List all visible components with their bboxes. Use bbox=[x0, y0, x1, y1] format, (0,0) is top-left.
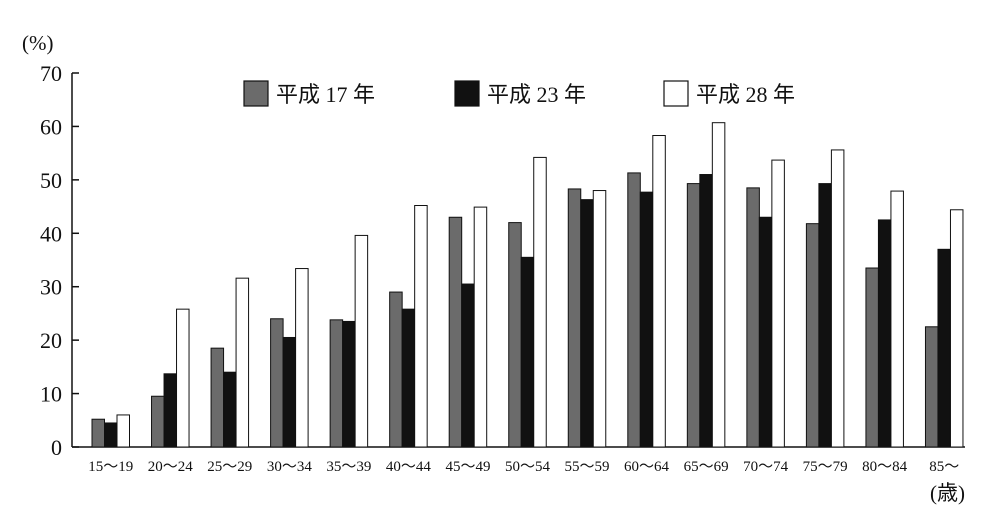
bar-2-6 bbox=[401, 308, 416, 448]
bar-3-10 bbox=[652, 135, 666, 448]
y-tick-label: 20 bbox=[40, 328, 62, 353]
x-category-label: 20～24 bbox=[148, 459, 194, 475]
bar-1-3 bbox=[210, 347, 225, 448]
bar-1-8 bbox=[508, 222, 522, 448]
bar-1-14 bbox=[865, 267, 879, 448]
x-category-label: 15～19 bbox=[88, 459, 133, 475]
bar-2-4 bbox=[282, 336, 297, 448]
x-category-label: 25～29 bbox=[207, 459, 252, 475]
bar-3-12 bbox=[771, 159, 785, 448]
bar-2-11 bbox=[699, 174, 713, 448]
bar-2-13 bbox=[818, 183, 832, 448]
y-tick-label: 0 bbox=[51, 435, 62, 460]
bar-3-4 bbox=[295, 268, 309, 448]
bar-3-6 bbox=[414, 205, 428, 448]
bar-1-13 bbox=[805, 223, 820, 448]
bar-2-10 bbox=[639, 191, 654, 448]
y-tick-label: 30 bbox=[40, 275, 62, 300]
y-tick-label: 50 bbox=[40, 168, 62, 193]
bar-2-9 bbox=[580, 199, 594, 448]
bar-1-6 bbox=[389, 291, 403, 448]
x-categories: 15～19 20～24 25～29 30～34 35～39 40～44 45～49 50～54… bbox=[88, 459, 959, 475]
y-tick-label: 40 bbox=[40, 221, 62, 246]
bar-3-3 bbox=[235, 277, 250, 448]
legend: 平成 17 年 平成 23 年 平成 28 年 bbox=[243, 80, 795, 107]
y-tick-label: 10 bbox=[40, 382, 62, 407]
bar-1-7 bbox=[448, 216, 463, 448]
x-category-label: 80～84 bbox=[862, 459, 908, 475]
legend-swatch bbox=[663, 80, 689, 107]
bar-3-15 bbox=[949, 209, 964, 448]
legend-label: 平成 17 年 bbox=[276, 82, 375, 107]
bar-3-2 bbox=[176, 308, 190, 448]
bar-3-8 bbox=[533, 156, 547, 448]
x-category-label: 35～39 bbox=[326, 459, 371, 475]
bar-2-15 bbox=[937, 248, 951, 448]
bar-2-1 bbox=[104, 422, 118, 448]
y-tick-label: 60 bbox=[40, 114, 62, 139]
bar-1-5 bbox=[329, 319, 344, 448]
bar-1-9 bbox=[567, 188, 582, 448]
bar-1-11 bbox=[686, 183, 701, 448]
bar-1-15 bbox=[924, 326, 939, 448]
x-category-label: 75～79 bbox=[803, 459, 848, 475]
x-category-label: 50～54 bbox=[505, 459, 551, 475]
bar-3-13 bbox=[830, 149, 845, 448]
bar-3-9 bbox=[592, 190, 607, 448]
bar-2-7 bbox=[461, 283, 475, 448]
bar-3-14 bbox=[890, 190, 904, 448]
x-category-label: 85～ bbox=[929, 459, 959, 475]
bar-2-5 bbox=[342, 320, 356, 448]
bar-2-14 bbox=[877, 219, 892, 448]
legend-swatch bbox=[243, 80, 269, 107]
x-category-label: 40～44 bbox=[386, 459, 432, 475]
bar-1-10 bbox=[627, 172, 641, 448]
x-category-label: 45～49 bbox=[445, 459, 490, 475]
bar-2-3 bbox=[223, 371, 237, 448]
x-category-label: 55～59 bbox=[565, 459, 610, 475]
y-tick-label: 70 bbox=[40, 61, 62, 86]
bar-1-4 bbox=[270, 318, 284, 448]
legend-swatch bbox=[454, 80, 480, 107]
bar-2-2 bbox=[163, 373, 178, 448]
bar-2-12 bbox=[758, 216, 773, 448]
bar-3-1 bbox=[116, 414, 130, 448]
y-ticks: 0 10 20 30 40 50 60 70 bbox=[40, 61, 79, 460]
bar-1-1 bbox=[91, 418, 105, 448]
bar-3-11 bbox=[711, 122, 726, 448]
x-category-label: 60～64 bbox=[624, 459, 670, 475]
y-axis-unit-label: (%) bbox=[22, 31, 53, 55]
x-category-label: 70～74 bbox=[743, 459, 789, 475]
bar-3-5 bbox=[354, 234, 369, 448]
bar-3-7 bbox=[473, 206, 488, 448]
x-category-label: 30～34 bbox=[267, 459, 313, 475]
legend-label: 平成 23 年 bbox=[487, 82, 586, 107]
bar-1-2 bbox=[151, 395, 165, 448]
x-axis-unit-label: (歳) bbox=[930, 481, 965, 505]
bar-1-12 bbox=[746, 187, 760, 448]
x-category-label: 65～69 bbox=[684, 459, 729, 475]
bars bbox=[91, 122, 964, 448]
bar-2-8 bbox=[520, 256, 535, 448]
legend-label: 平成 28 年 bbox=[696, 82, 795, 107]
